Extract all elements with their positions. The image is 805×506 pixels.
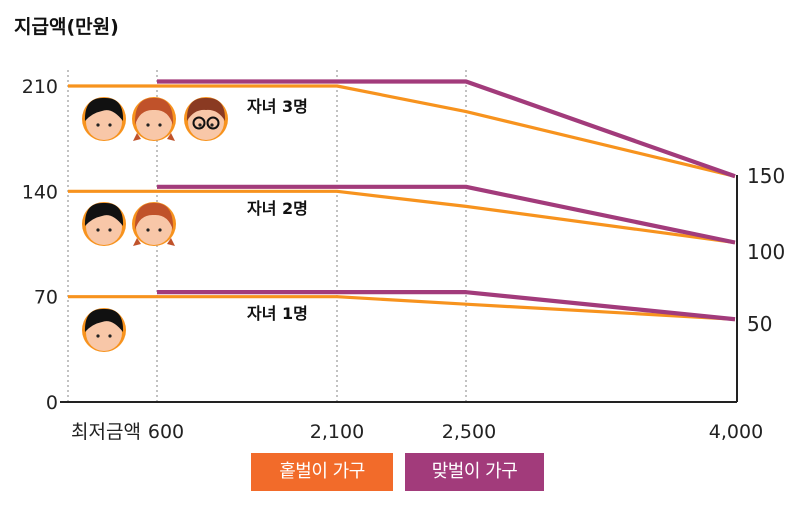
x-tick-label: 최저금액 xyxy=(71,421,141,443)
y-tick-label: 70 xyxy=(34,287,58,309)
tick-labels: 0 70 140 210 최저금액 600 2,100 2,500 4,000 150 100 50 xyxy=(22,76,785,443)
group-label: 자녀 2명 xyxy=(247,199,308,218)
axes xyxy=(60,175,738,403)
legend-single-income: 홑벌이 가구 xyxy=(251,453,393,491)
group-label: 자녀 1명 xyxy=(247,304,308,323)
gridlines xyxy=(67,70,467,404)
group-labels: 자녀 1명 자녀 2명 자녀 3명 xyxy=(247,97,308,323)
x-tick-label: 600 xyxy=(148,421,184,443)
x-tick-label: 2,500 xyxy=(442,421,496,443)
y-tick-label: 140 xyxy=(22,181,58,203)
legend-dual-income: 맞벌이 가구 xyxy=(405,453,544,491)
right-tick-label: 100 xyxy=(747,240,785,264)
right-tick-label: 150 xyxy=(747,164,785,188)
children-icons xyxy=(82,97,228,352)
single-income-line xyxy=(68,295,736,321)
girl-face-icon xyxy=(132,202,176,246)
single-income-line xyxy=(68,84,736,178)
y-tick-label: 0 xyxy=(46,392,58,414)
series-lines xyxy=(68,79,736,322)
y-axis-title: 지급액(만원) xyxy=(14,16,119,38)
group-label: 자녀 3명 xyxy=(247,97,308,116)
right-tick-label: 50 xyxy=(747,312,772,336)
dual-income-line xyxy=(157,79,736,179)
glasses-face-icon xyxy=(184,97,228,141)
y-tick-label: 210 xyxy=(22,76,58,98)
dual-income-line xyxy=(157,290,736,322)
boy-face-icon xyxy=(82,97,126,141)
x-tick-label: 2,100 xyxy=(310,421,364,443)
dual-income-line xyxy=(157,184,736,245)
boy-face-icon xyxy=(82,202,126,246)
boy-face-icon xyxy=(82,308,126,352)
x-tick-label: 4,000 xyxy=(709,421,763,443)
single-income-line xyxy=(68,189,736,245)
girl-face-icon xyxy=(132,97,176,141)
